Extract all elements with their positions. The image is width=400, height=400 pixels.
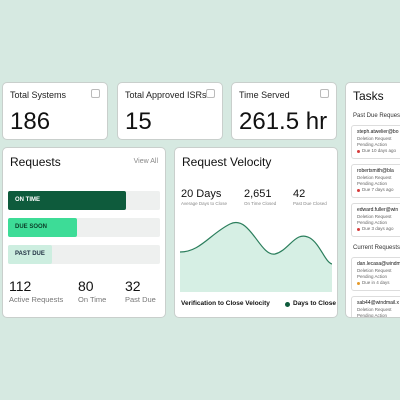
bar-label: PAST DUE [15, 251, 45, 257]
velocity-stat-value: 42 [293, 188, 306, 200]
request-stat-value: 32 [125, 278, 141, 294]
task-status: Pending Action [357, 220, 388, 225]
velocity-chart [180, 221, 332, 292]
request-stat-value: 112 [9, 278, 32, 294]
request-stat-label: On Time [78, 295, 107, 304]
stat-value: 15 [125, 108, 152, 135]
group-title: Current Requests [353, 245, 400, 251]
task-email: sab44@windmail.x [357, 300, 400, 306]
task-item[interactable]: sab44@windmail.x Deletion Request Pending … [351, 296, 400, 318]
chart-caption: Verification to Close Velocity [181, 300, 270, 307]
stat-value: 186 [10, 108, 51, 135]
task-item[interactable]: edward.fuller@win Deletion Request Pending… [351, 203, 400, 237]
request-stat-value: 80 [78, 278, 94, 294]
task-due: Due 3 days ago [362, 226, 394, 231]
task-item[interactable]: steph.atwelier@bo Deletion Request Pending… [351, 125, 400, 159]
legend-dot [285, 302, 290, 307]
card-icon [320, 89, 329, 98]
due-dot [357, 189, 360, 192]
bar-label: DUE SOON [15, 224, 48, 230]
task-type: Deletion Request [357, 307, 392, 312]
task-email: robertsmith@bla [357, 168, 394, 174]
velocity-stat-label: Past Due Closed [293, 201, 327, 206]
velocity-stat-value: 20 Days [181, 188, 222, 200]
due-dot [357, 228, 360, 231]
task-type: Deletion Request [357, 136, 392, 141]
card-icon [206, 89, 215, 98]
request-stat-label: Active Requests [9, 295, 64, 304]
task-email: edward.fuller@win [357, 207, 399, 213]
task-status: Pending Action [357, 142, 388, 147]
task-due: Due 7 days ago [362, 187, 394, 192]
task-type: Deletion Request [357, 214, 392, 219]
stat-card: Total Approved ISRs 15 [117, 82, 223, 140]
stat-label: Time Served [239, 90, 290, 100]
card-title: Requests [10, 155, 61, 169]
velocity-stat-label: On Time Closed [244, 201, 277, 206]
due-dot [357, 150, 360, 153]
task-email: dan.lecasa@windm [357, 261, 400, 267]
request-stat-label: Past Due [125, 295, 156, 304]
velocity-area [180, 222, 332, 292]
card-title: Request Velocity [182, 155, 272, 169]
bar-fill [8, 245, 52, 264]
due-dot [357, 282, 360, 285]
task-item[interactable]: robertsmith@bla Deletion Request Pending A… [351, 164, 400, 198]
stat-card: Time Served 261.5 hr [231, 82, 337, 140]
card-title: Tasks [353, 89, 384, 103]
task-type: Deletion Request [357, 268, 392, 273]
bar-label: ON TIME [15, 197, 40, 203]
task-type: Deletion Request [357, 175, 392, 180]
task-status: Pending Action [357, 274, 388, 279]
legend-label: Days to Close [293, 300, 336, 307]
task-item[interactable]: dan.lecasa@windm Deletion Request Pending … [351, 257, 400, 291]
task-due: Due 10 days ago [362, 148, 397, 153]
stat-label: Total Systems [10, 90, 67, 100]
stat-value: 261.5 hr [239, 108, 328, 135]
task-email: steph.atwelier@bo [357, 129, 399, 135]
view-all-link[interactable]: View All [133, 158, 158, 165]
task-due: Due in 4 days [362, 280, 390, 285]
stat-label: Total Approved ISRs [125, 90, 207, 100]
task-status: Pending Action [357, 313, 388, 318]
bar-fill [8, 218, 77, 237]
tasks-card: Tasks Past Due Requests steph.atwelier@bo D… [345, 82, 400, 318]
velocity-stat-label: Average Days to Close [181, 201, 227, 206]
group-title: Past Due Requests [353, 113, 400, 119]
stat-card: Total Systems 186 [2, 82, 108, 140]
card-icon [91, 89, 100, 98]
velocity-stat-value: 2,651 [244, 188, 272, 200]
bar-fill [8, 191, 126, 210]
velocity-line [180, 221, 332, 265]
task-status: Pending Action [357, 181, 388, 186]
requests-card: Requests View All ON TIME DUE SOON PAST DUE 1… [2, 147, 166, 318]
